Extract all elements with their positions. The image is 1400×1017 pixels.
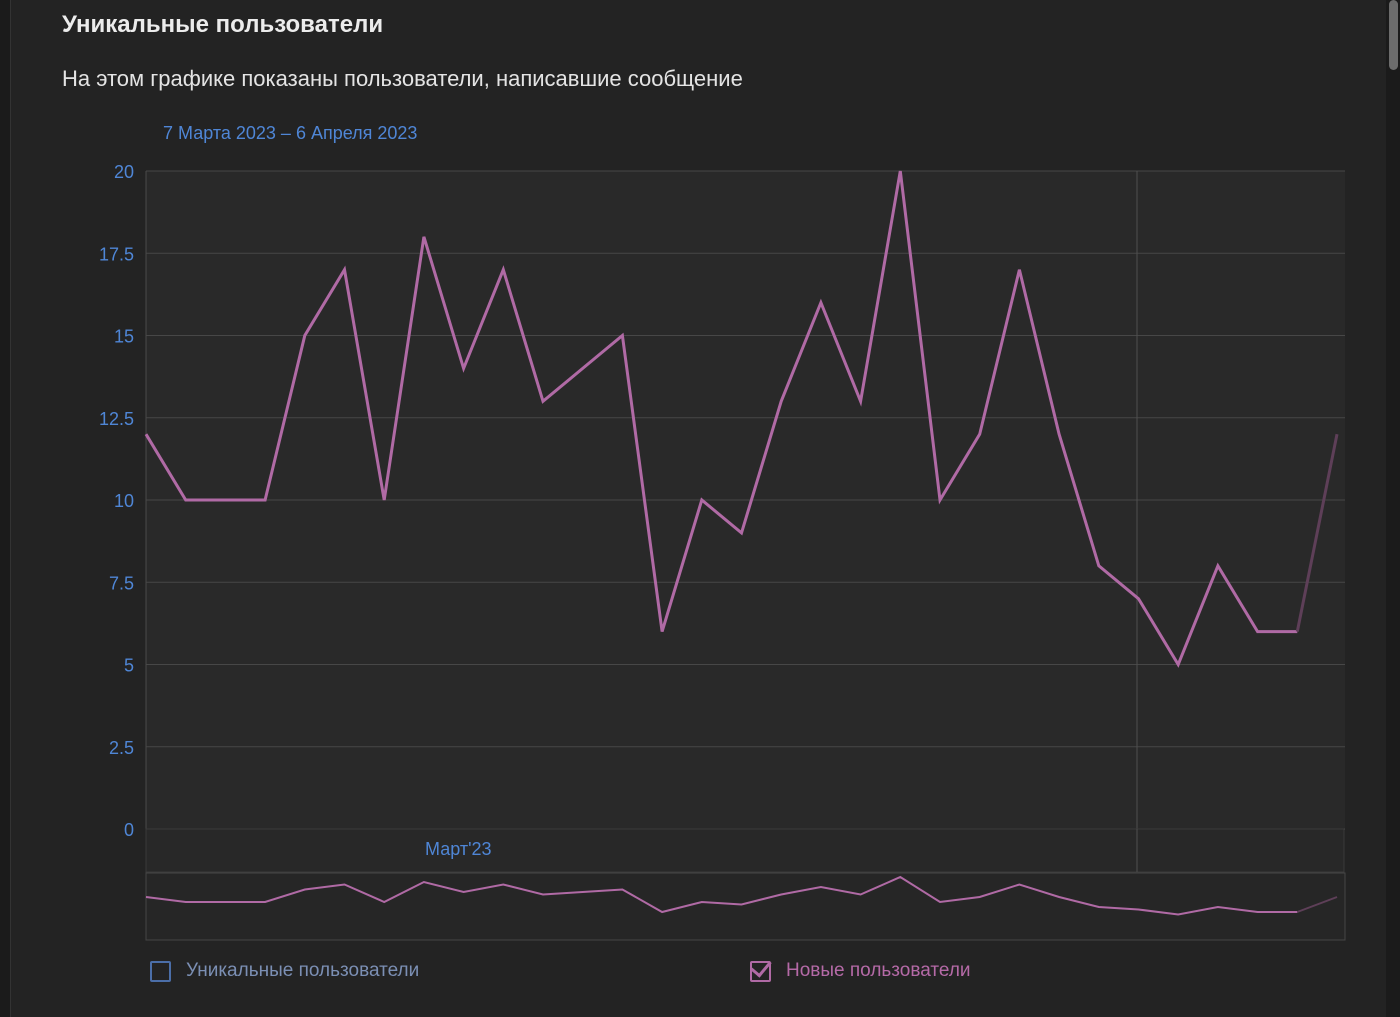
y-tick-label: 0 xyxy=(124,820,134,840)
card-subtitle: На этом графике показаны пользователи, н… xyxy=(62,66,743,91)
legend-label-unique-users: Уникальные пользователи xyxy=(186,960,420,981)
page-left-edge xyxy=(0,0,11,1017)
y-tick-label: 10 xyxy=(114,491,134,511)
navigator-area[interactable] xyxy=(145,872,1346,941)
y-tick-label: 12.5 xyxy=(99,409,134,429)
series-new-users xyxy=(144,170,1339,668)
legend-item-new-users[interactable]: Новые пользователи xyxy=(750,954,971,984)
y-tick-label: 7.5 xyxy=(109,573,134,593)
series-line-new-users xyxy=(144,170,1298,668)
card-title: Уникальные пользователи xyxy=(62,11,384,38)
navigator-series xyxy=(145,875,1338,916)
legend-item-unique-users[interactable]: Уникальные пользователи xyxy=(150,958,419,984)
y-axis-ticks: 0 2.5 5 7.5 10 12.5 15 17.5 20 xyxy=(99,162,134,840)
line-chart[interactable]: 0 2.5 5 7.5 10 12.5 15 17.5 20 Март'23 xyxy=(0,0,1400,950)
x-axis-month-label: Март'23 xyxy=(425,839,492,859)
y-tick-label: 15 xyxy=(114,327,134,347)
y-tick-label: 20 xyxy=(114,162,134,182)
legend-label-new-users: Новые пользователи xyxy=(786,960,971,981)
y-tick-label: 17.5 xyxy=(99,244,134,264)
y-tick-label: 2.5 xyxy=(109,738,134,758)
date-range-label: 7 Марта 2023 – 6 Апреля 2023 xyxy=(163,123,418,143)
navigator-incomplete-segment xyxy=(1296,896,1338,913)
navigator-line xyxy=(145,875,1298,916)
series-line-incomplete-segment xyxy=(1295,433,1339,632)
scrollbar-thumb[interactable] xyxy=(1389,0,1398,70)
unique-users-checkbox[interactable] xyxy=(150,960,171,982)
checkmark-icon xyxy=(750,954,772,978)
y-tick-label: 5 xyxy=(124,656,134,676)
x-axis-band xyxy=(145,828,1345,873)
new-users-checkbox[interactable] xyxy=(750,954,772,982)
scrollbar[interactable] xyxy=(1386,0,1400,1017)
